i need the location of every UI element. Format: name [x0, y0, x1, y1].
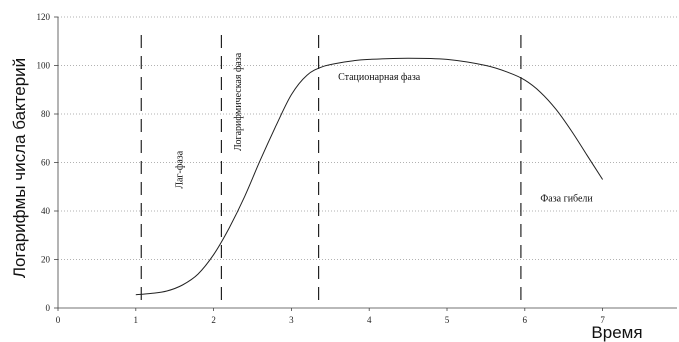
x-tick-labels: 0 1 2 3 4 5 6 7 — [56, 315, 606, 325]
growth-curve-line — [135, 57, 604, 296]
x-tick-label: 1 — [134, 315, 139, 325]
grid — [58, 16, 677, 260]
phase-label: Логарифмическая фаза — [233, 52, 244, 151]
y-tick-label: 100 — [37, 61, 51, 71]
x-tick-label: 5 — [445, 315, 450, 325]
phase-labels: Лаг-фаза Логарифмическая фаза Стационарная… — [175, 52, 594, 204]
y-tick-label: 0 — [46, 303, 51, 313]
x-tick-label: 3 — [289, 315, 294, 325]
x-tick-label: 0 — [56, 315, 61, 325]
y-tick-label: 80 — [41, 109, 51, 119]
y-axis-label: Логарифмы числа бактерий — [10, 58, 29, 278]
x-axis-label: Время — [591, 323, 642, 342]
x-tick-label: 7 — [600, 315, 605, 325]
phase-lines — [140, 35, 522, 306]
x-tick-label: 6 — [523, 315, 528, 325]
y-tick-label: 20 — [41, 255, 51, 265]
phase-label: Стационарная фаза — [338, 72, 421, 83]
x-tick-label: 2 — [211, 315, 216, 325]
phase-label: Лаг-фаза — [175, 150, 186, 189]
phase-label: Фаза гибели — [540, 193, 593, 204]
y-tick-label: 40 — [41, 206, 51, 216]
y-tick-labels: 0 20 40 60 80 100 120 — [37, 12, 51, 313]
y-tick-label: 120 — [37, 12, 51, 22]
axes — [54, 16, 677, 311]
x-tick-label: 4 — [367, 315, 372, 325]
y-tick-label: 60 — [41, 158, 51, 168]
